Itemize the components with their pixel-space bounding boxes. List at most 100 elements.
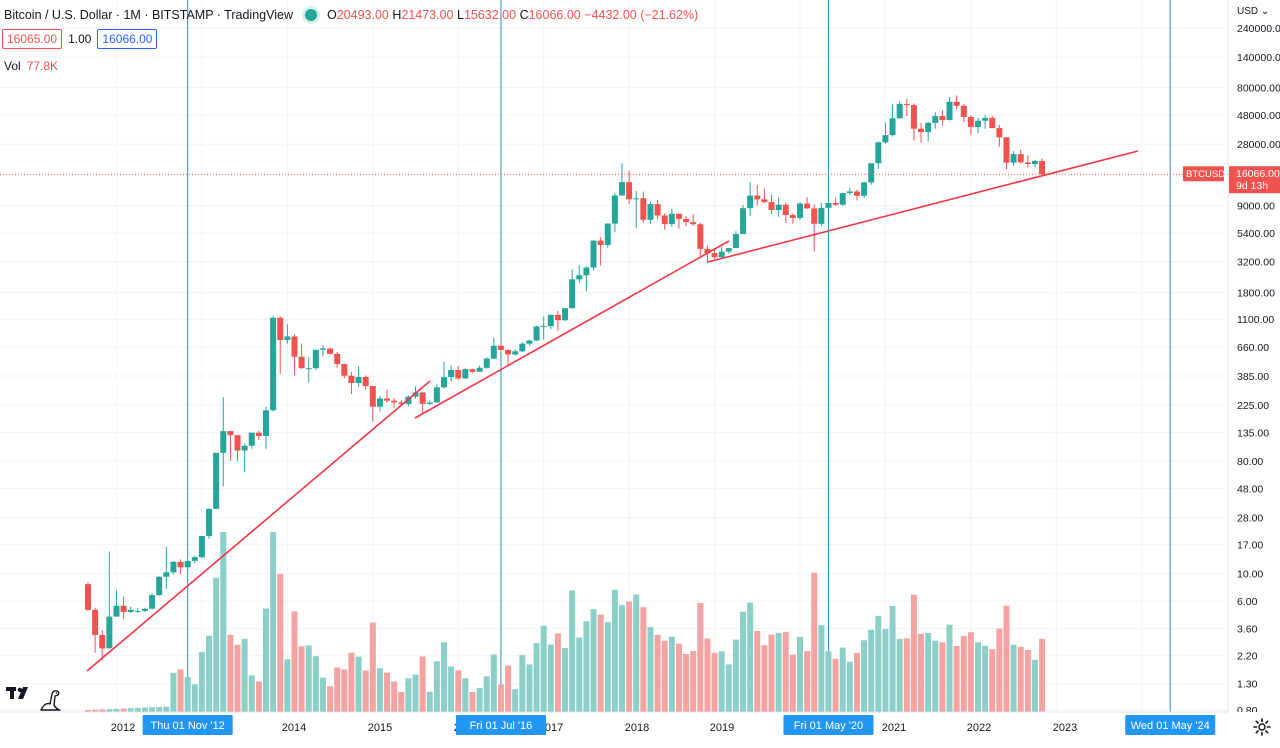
symbol-badge[interactable] [1183, 166, 1224, 182]
candle-body [583, 267, 590, 276]
chart-header: Bitcoin / U.S. Dollar · 1M · BITSTAMP · … [4, 2, 698, 28]
candle [355, 366, 362, 387]
volume-bar [654, 634, 661, 712]
gear-icon[interactable] [1252, 717, 1272, 737]
market-status-icon[interactable] [304, 9, 317, 21]
candle-body [590, 240, 597, 268]
sell-price-button[interactable]: 16065.00 [2, 29, 63, 49]
volume-bar [505, 665, 512, 712]
candle [675, 213, 682, 229]
candle-body [811, 208, 818, 224]
volume-bar [797, 636, 803, 712]
candle [925, 121, 932, 142]
close-value: 16066.00 [528, 8, 581, 22]
time-marker-badge[interactable] [455, 715, 546, 735]
candle-body [1010, 154, 1017, 163]
volume-bar [234, 644, 241, 712]
candle [312, 349, 319, 371]
price-tick-label: 140000.00 [1237, 52, 1280, 64]
buy-price-button[interactable]: 16066.00 [97, 29, 158, 49]
candle [554, 311, 561, 331]
trendline[interactable] [86, 380, 431, 672]
time-tick-label: 2018 [625, 722, 649, 734]
symbol-title[interactable]: Bitcoin / U.S. Dollar · 1M · BITSTAMP · … [4, 8, 293, 22]
time-marker-text: Fri 01 Jul '16 [470, 720, 533, 732]
tradingview-logo-icon[interactable] [6, 684, 34, 702]
volume-bar [85, 710, 91, 712]
trendline[interactable] [707, 150, 1139, 263]
volume-bar [170, 672, 177, 712]
candle [85, 582, 91, 611]
candle-body [576, 275, 583, 280]
candle-body [120, 605, 127, 612]
candle-body [469, 369, 476, 372]
volume-bar [740, 611, 747, 712]
volume-bar [868, 629, 875, 712]
candle-body [675, 213, 682, 219]
dinosaur-icon[interactable] [38, 688, 64, 714]
time-marker-text: Thu 01 Nov '12 [151, 720, 225, 732]
volume-bar [355, 656, 362, 712]
volume-bar [804, 651, 811, 712]
candle [697, 222, 704, 256]
volume-bar [903, 638, 910, 712]
candle-body [946, 101, 953, 120]
candle [298, 343, 305, 369]
volume-bar [490, 654, 497, 712]
candle-body [177, 561, 184, 568]
candle [853, 189, 860, 201]
volume-bar [312, 656, 319, 712]
volume-bar [982, 645, 989, 712]
time-marker-badge[interactable] [1125, 715, 1216, 735]
price-tick-label: 1800.00 [1237, 288, 1275, 300]
candle [227, 430, 234, 461]
candle [348, 371, 355, 395]
candle [184, 560, 191, 572]
price-tick-label: 225.00 [1237, 400, 1269, 412]
candle-body [512, 351, 519, 355]
candle [704, 245, 711, 263]
volume-bar [711, 652, 718, 712]
candle-body [889, 118, 896, 136]
candle-body [569, 279, 576, 309]
candle [512, 349, 519, 356]
candle [490, 337, 497, 360]
volume-bar [362, 670, 369, 712]
ohlc-readout: O20493.00 H21473.00 L15632.00 C16066.00 … [326, 8, 699, 22]
volume-bar [191, 684, 198, 712]
trendline[interactable] [414, 240, 730, 419]
candle [448, 365, 455, 382]
candle [376, 396, 383, 412]
candle [597, 237, 604, 266]
candle-body [483, 358, 490, 368]
candle-body [213, 452, 220, 509]
candle [362, 375, 369, 390]
candle [305, 357, 312, 383]
volume-bar [1010, 644, 1017, 712]
volume-bar [476, 688, 483, 712]
candle [768, 194, 775, 214]
volume-bar [206, 635, 213, 712]
candle [391, 398, 398, 408]
candle [633, 191, 640, 229]
volume-bar [348, 652, 355, 712]
candle-body [967, 116, 974, 127]
volume-bar [99, 709, 106, 712]
candle-body [369, 385, 376, 407]
volume-bar [604, 622, 611, 712]
candle-body [391, 400, 398, 403]
candle [1024, 155, 1031, 168]
currency-label[interactable]: USD ⌄ [1237, 6, 1269, 17]
candle-body [462, 369, 469, 379]
candle-body [1031, 161, 1038, 165]
candle [789, 213, 796, 224]
volume-bar [725, 664, 732, 712]
quote-row: 16065.00 1.00 16066.00 [2, 29, 158, 49]
time-marker-badge[interactable] [142, 715, 233, 735]
candle [619, 163, 625, 196]
candle-body [319, 348, 326, 350]
time-marker-badge[interactable] [783, 715, 874, 735]
price-tick-label: 28000.00 [1237, 139, 1280, 151]
candle-body [989, 117, 996, 129]
